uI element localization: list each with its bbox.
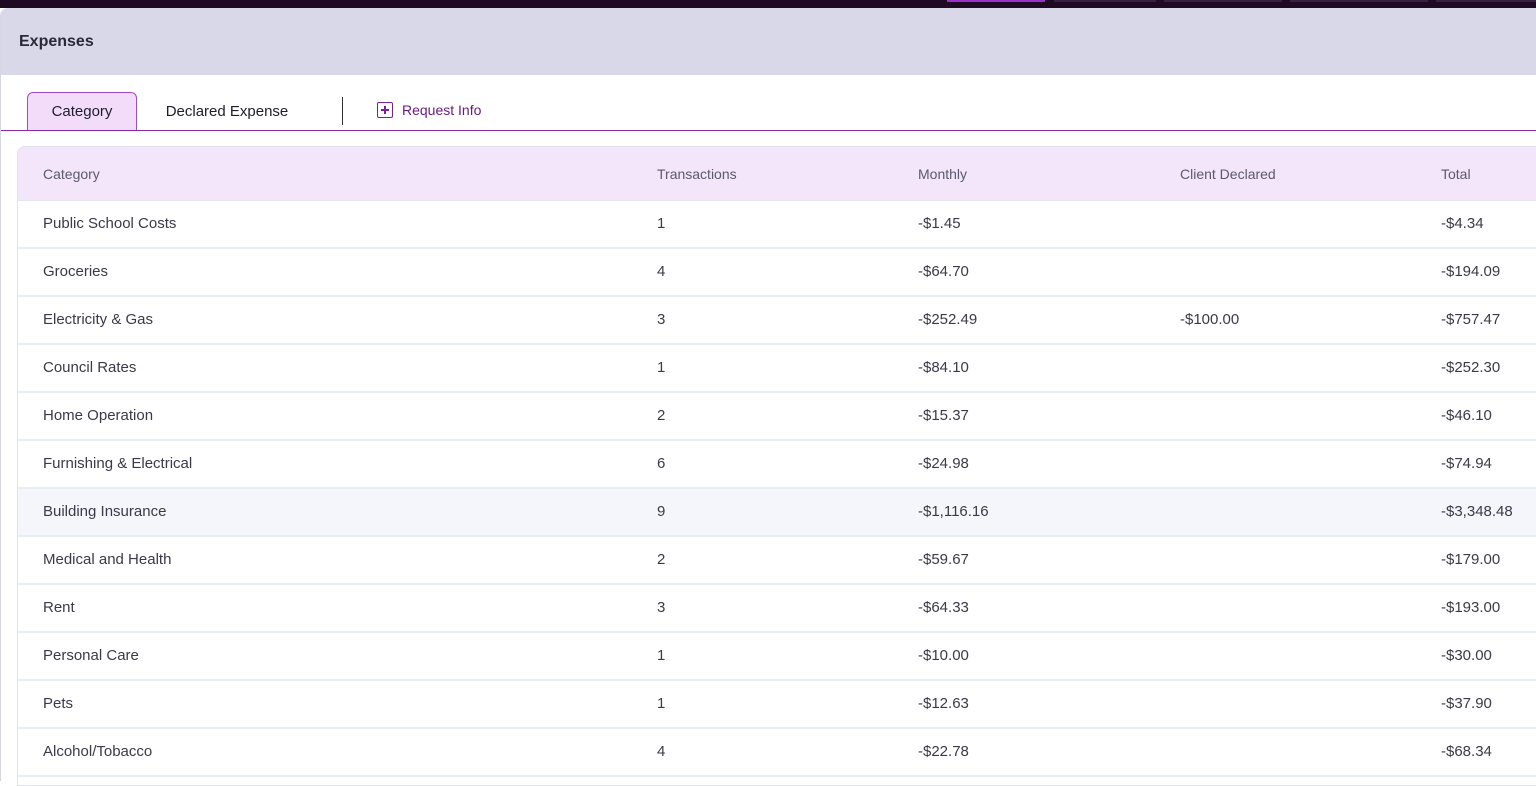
cell-monthly: -$64.33 (918, 599, 969, 616)
cell-transactions: 2 (657, 407, 666, 424)
cell-category: Groceries (43, 263, 109, 280)
cell-category: Alcohol/Tobacco (43, 743, 153, 760)
top-nav-tab[interactable] (1290, 0, 1428, 2)
table-row[interactable]: Furnishing & Electrical 6 -$24.98 -$74.94 (18, 441, 1536, 489)
table-row[interactable]: Council Rates 1 -$84.10 -$252.30 (18, 345, 1536, 393)
cell-transactions: 2 (657, 551, 666, 568)
expenses-panel: Expenses Category Declared Expense Reque… (0, 8, 1536, 781)
top-nav-tab-active[interactable] (947, 0, 1045, 2)
cell-total: -$193.00 (1441, 599, 1501, 616)
cell-total: -$46.10 (1441, 407, 1492, 424)
request-info-button[interactable]: Request Info (377, 100, 481, 120)
column-header-category[interactable]: Category (43, 166, 100, 182)
cell-monthly: -$1.45 (918, 215, 961, 232)
expenses-table: Category Transactions Monthly Client Dec… (17, 146, 1536, 786)
tab-declared-expense[interactable]: Declared Expense (165, 102, 289, 120)
cell-category: Furnishing & Electrical (43, 455, 193, 472)
panel-header: Expenses (1, 8, 1536, 75)
cell-total: -$4.34 (1441, 215, 1484, 232)
table-row[interactable]: Groceries 4 -$64.70 -$194.09 (18, 249, 1536, 297)
table-row[interactable]: Pets 1 -$12.63 -$37.90 (18, 681, 1536, 729)
cell-monthly: -$252.49 (918, 311, 978, 328)
cell-total: -$30.00 (1441, 647, 1492, 664)
cell-transactions: 4 (657, 263, 666, 280)
column-header-monthly[interactable]: Monthly (918, 166, 968, 182)
cell-transactions: 4 (657, 743, 666, 760)
table-body: Public School Costs 1 -$1.45 -$4.34 Grocerie… (18, 201, 1536, 777)
cell-total: -$37.90 (1441, 695, 1492, 712)
cell-transactions: 9 (657, 503, 666, 520)
cell-total: -$179.00 (1441, 551, 1501, 568)
cell-category: Medical and Health (43, 551, 172, 568)
tab-divider (342, 97, 343, 125)
table-row[interactable]: Home Operation 2 -$15.37 -$46.10 (18, 393, 1536, 441)
cell-transactions: 1 (657, 647, 666, 664)
cell-monthly: -$22.78 (918, 743, 969, 760)
cell-category: Personal Care (43, 647, 139, 664)
cell-transactions: 6 (657, 455, 666, 472)
cell-monthly: -$59.67 (918, 551, 969, 568)
cell-transactions: 3 (657, 599, 666, 616)
cell-monthly: -$10.00 (918, 647, 969, 664)
table-row[interactable]: Alcohol/Tobacco 4 -$22.78 -$68.34 (18, 729, 1536, 777)
cell-category: Rent (43, 599, 75, 616)
top-nav-tab[interactable] (1164, 0, 1282, 2)
cell-monthly: -$84.10 (918, 359, 969, 376)
cell-transactions: 3 (657, 311, 666, 328)
cell-transactions: 1 (657, 215, 666, 232)
cell-category: Home Operation (43, 407, 154, 424)
table-row[interactable]: Personal Care 1 -$10.00 -$30.00 (18, 633, 1536, 681)
cell-transactions: 1 (657, 359, 666, 376)
table-row[interactable]: Electricity & Gas 3 -$252.49 -$100.00 -$757.… (18, 297, 1536, 345)
table-row[interactable]: Medical and Health 2 -$59.67 -$179.00 (18, 537, 1536, 585)
cell-monthly: -$12.63 (918, 695, 969, 712)
cell-total: -$252.30 (1441, 359, 1501, 376)
cell-total: -$74.94 (1441, 455, 1492, 472)
cell-total: -$757.47 (1441, 311, 1501, 328)
tab-bar: Category Declared Expense Request Info (1, 75, 1536, 131)
cell-monthly: -$24.98 (918, 455, 969, 472)
cell-monthly: -$64.70 (918, 263, 969, 280)
cell-category: Building Insurance (43, 503, 167, 520)
column-header-total[interactable]: Total (1441, 166, 1471, 182)
table-row[interactable]: Rent 3 -$64.33 -$193.00 (18, 585, 1536, 633)
cell-category: Council Rates (43, 359, 137, 376)
cell-monthly: -$1,116.16 (918, 503, 989, 520)
cell-total: -$68.34 (1441, 743, 1492, 760)
plus-square-icon (377, 102, 393, 118)
cell-monthly: -$15.37 (918, 407, 969, 424)
page-title: Expenses (19, 32, 94, 50)
top-nav-bar (0, 0, 1536, 8)
cell-client-declared: -$100.00 (1180, 311, 1240, 328)
column-header-transactions[interactable]: Transactions (657, 166, 737, 182)
top-nav-tab[interactable] (1054, 0, 1156, 2)
table-header: Category Transactions Monthly Client Dec… (18, 147, 1536, 201)
table-row[interactable]: Building Insurance 9 -$1,116.16 -$3,348.48 (18, 489, 1536, 537)
column-header-client-declared[interactable]: Client Declared (1180, 166, 1276, 182)
table-row[interactable]: Public School Costs 1 -$1.45 -$4.34 (18, 201, 1536, 249)
cell-total: -$3,348.48 (1441, 503, 1513, 520)
top-nav-tab[interactable] (1436, 0, 1536, 2)
tab-category[interactable]: Category (27, 92, 137, 130)
cell-transactions: 1 (657, 695, 666, 712)
cell-category: Public School Costs (43, 215, 177, 232)
cell-category: Electricity & Gas (43, 311, 154, 328)
cell-total: -$194.09 (1441, 263, 1501, 280)
request-info-label: Request Info (402, 102, 482, 118)
cell-category: Pets (43, 695, 74, 712)
